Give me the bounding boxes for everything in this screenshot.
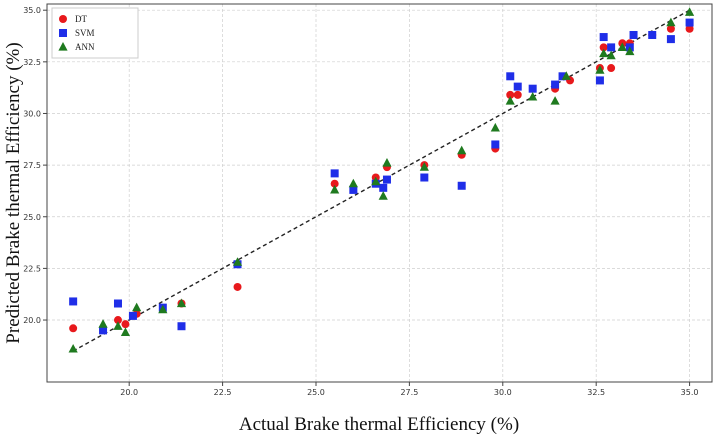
dt-point [599, 43, 608, 52]
ann-point [330, 184, 340, 194]
ann-point [457, 145, 467, 155]
ann-point [120, 327, 131, 337]
svm-point [457, 181, 466, 190]
plot-frame [46, 3, 713, 383]
ann-point [68, 343, 78, 353]
grid [47, 4, 712, 382]
legend-ann-label: ANN [75, 42, 95, 52]
x-tick-label: 27.5 [400, 388, 418, 397]
ann-point [371, 176, 381, 186]
svm-point [382, 175, 391, 184]
svm-point [595, 76, 604, 85]
y-tick-label: 30.0 [23, 109, 41, 118]
svm-point [69, 297, 78, 306]
y-tick-label: 20.0 [23, 316, 41, 325]
svm-point [349, 185, 358, 194]
y-tick-label: 27.5 [23, 161, 41, 170]
x-axis-label: Actual Brake thermal Efficiency (%) [239, 414, 519, 435]
ann-point [490, 122, 500, 132]
ann-point [176, 298, 187, 308]
ann-point [382, 158, 392, 167]
dt-point [69, 324, 78, 333]
dt-point [685, 24, 694, 33]
x-tick-label: 22.5 [214, 388, 232, 397]
svm-point [99, 326, 108, 335]
x-tick-label: 35.0 [681, 388, 699, 397]
svm-point [558, 72, 567, 81]
svm-point [506, 72, 515, 81]
legend-dt-marker [59, 15, 67, 23]
legend-svm-label: SVM [75, 28, 95, 38]
dt-point [513, 90, 522, 99]
legend-ann-marker [58, 42, 68, 51]
axis-ticks: 20.0 22.5 25.0 27.5 30.0 32.5 35.0 20.0 22.5 25.0… [23, 6, 698, 397]
ann-point [505, 96, 515, 105]
ann-point [561, 71, 571, 80]
ann-point [528, 91, 538, 101]
y-tick-label: 25.0 [23, 213, 41, 222]
svm-point [513, 82, 522, 91]
svm-point [629, 30, 638, 39]
legend-svm-marker [59, 29, 67, 37]
ann-point [595, 65, 605, 74]
ann-point [132, 302, 142, 312]
dt-point [121, 320, 130, 329]
svm-point [330, 169, 339, 178]
y-axis-label: Predicted Brake thermal Efficiency (%) [3, 42, 24, 343]
ann-point [232, 257, 243, 266]
x-tick-label: 32.5 [587, 388, 605, 397]
svm-point [599, 33, 608, 42]
ann-point [419, 162, 429, 171]
x-tick-label: 30.0 [494, 388, 512, 397]
ann-point [378, 191, 388, 200]
svm-point [491, 140, 500, 149]
ann-point [98, 319, 108, 328]
y-tick-label: 35.0 [23, 6, 41, 15]
ann-point [617, 42, 627, 51]
dt-point [330, 179, 339, 188]
svm-point [685, 18, 694, 27]
svm-point [648, 30, 657, 39]
svm-point [666, 35, 675, 44]
svm-point [528, 84, 537, 93]
ann-point [625, 46, 635, 56]
y-tick-label: 32.5 [23, 58, 41, 67]
ann-point [113, 321, 123, 330]
dt-point [113, 316, 122, 325]
ideal-fit-line [72, 9, 690, 352]
svm-point [420, 173, 429, 182]
ann-point [599, 48, 609, 58]
legend: DT SVM ANN [51, 7, 139, 59]
ann-point [684, 7, 695, 16]
reference-line [72, 9, 690, 352]
ann-point [606, 50, 616, 60]
ann-point [666, 17, 676, 27]
ann-point [158, 304, 168, 314]
dt-point [607, 64, 616, 73]
series-ann [68, 7, 695, 353]
series-svm [69, 18, 694, 335]
svm-point [607, 43, 616, 52]
dt-point [506, 90, 515, 99]
x-tick-label: 25.0 [307, 388, 325, 397]
ann-point [550, 96, 560, 105]
x-tick-label: 20.0 [120, 388, 138, 397]
data-points [68, 7, 695, 353]
y-tick-label: 22.5 [23, 264, 41, 273]
svm-point [113, 299, 122, 308]
dt-point [233, 282, 242, 291]
svm-point [177, 322, 186, 331]
legend-dt-label: DT [75, 14, 87, 24]
svm-point [128, 311, 137, 320]
dt-point [666, 24, 675, 33]
svm-point [379, 183, 388, 192]
ann-point [348, 178, 358, 188]
svm-point [551, 80, 560, 89]
